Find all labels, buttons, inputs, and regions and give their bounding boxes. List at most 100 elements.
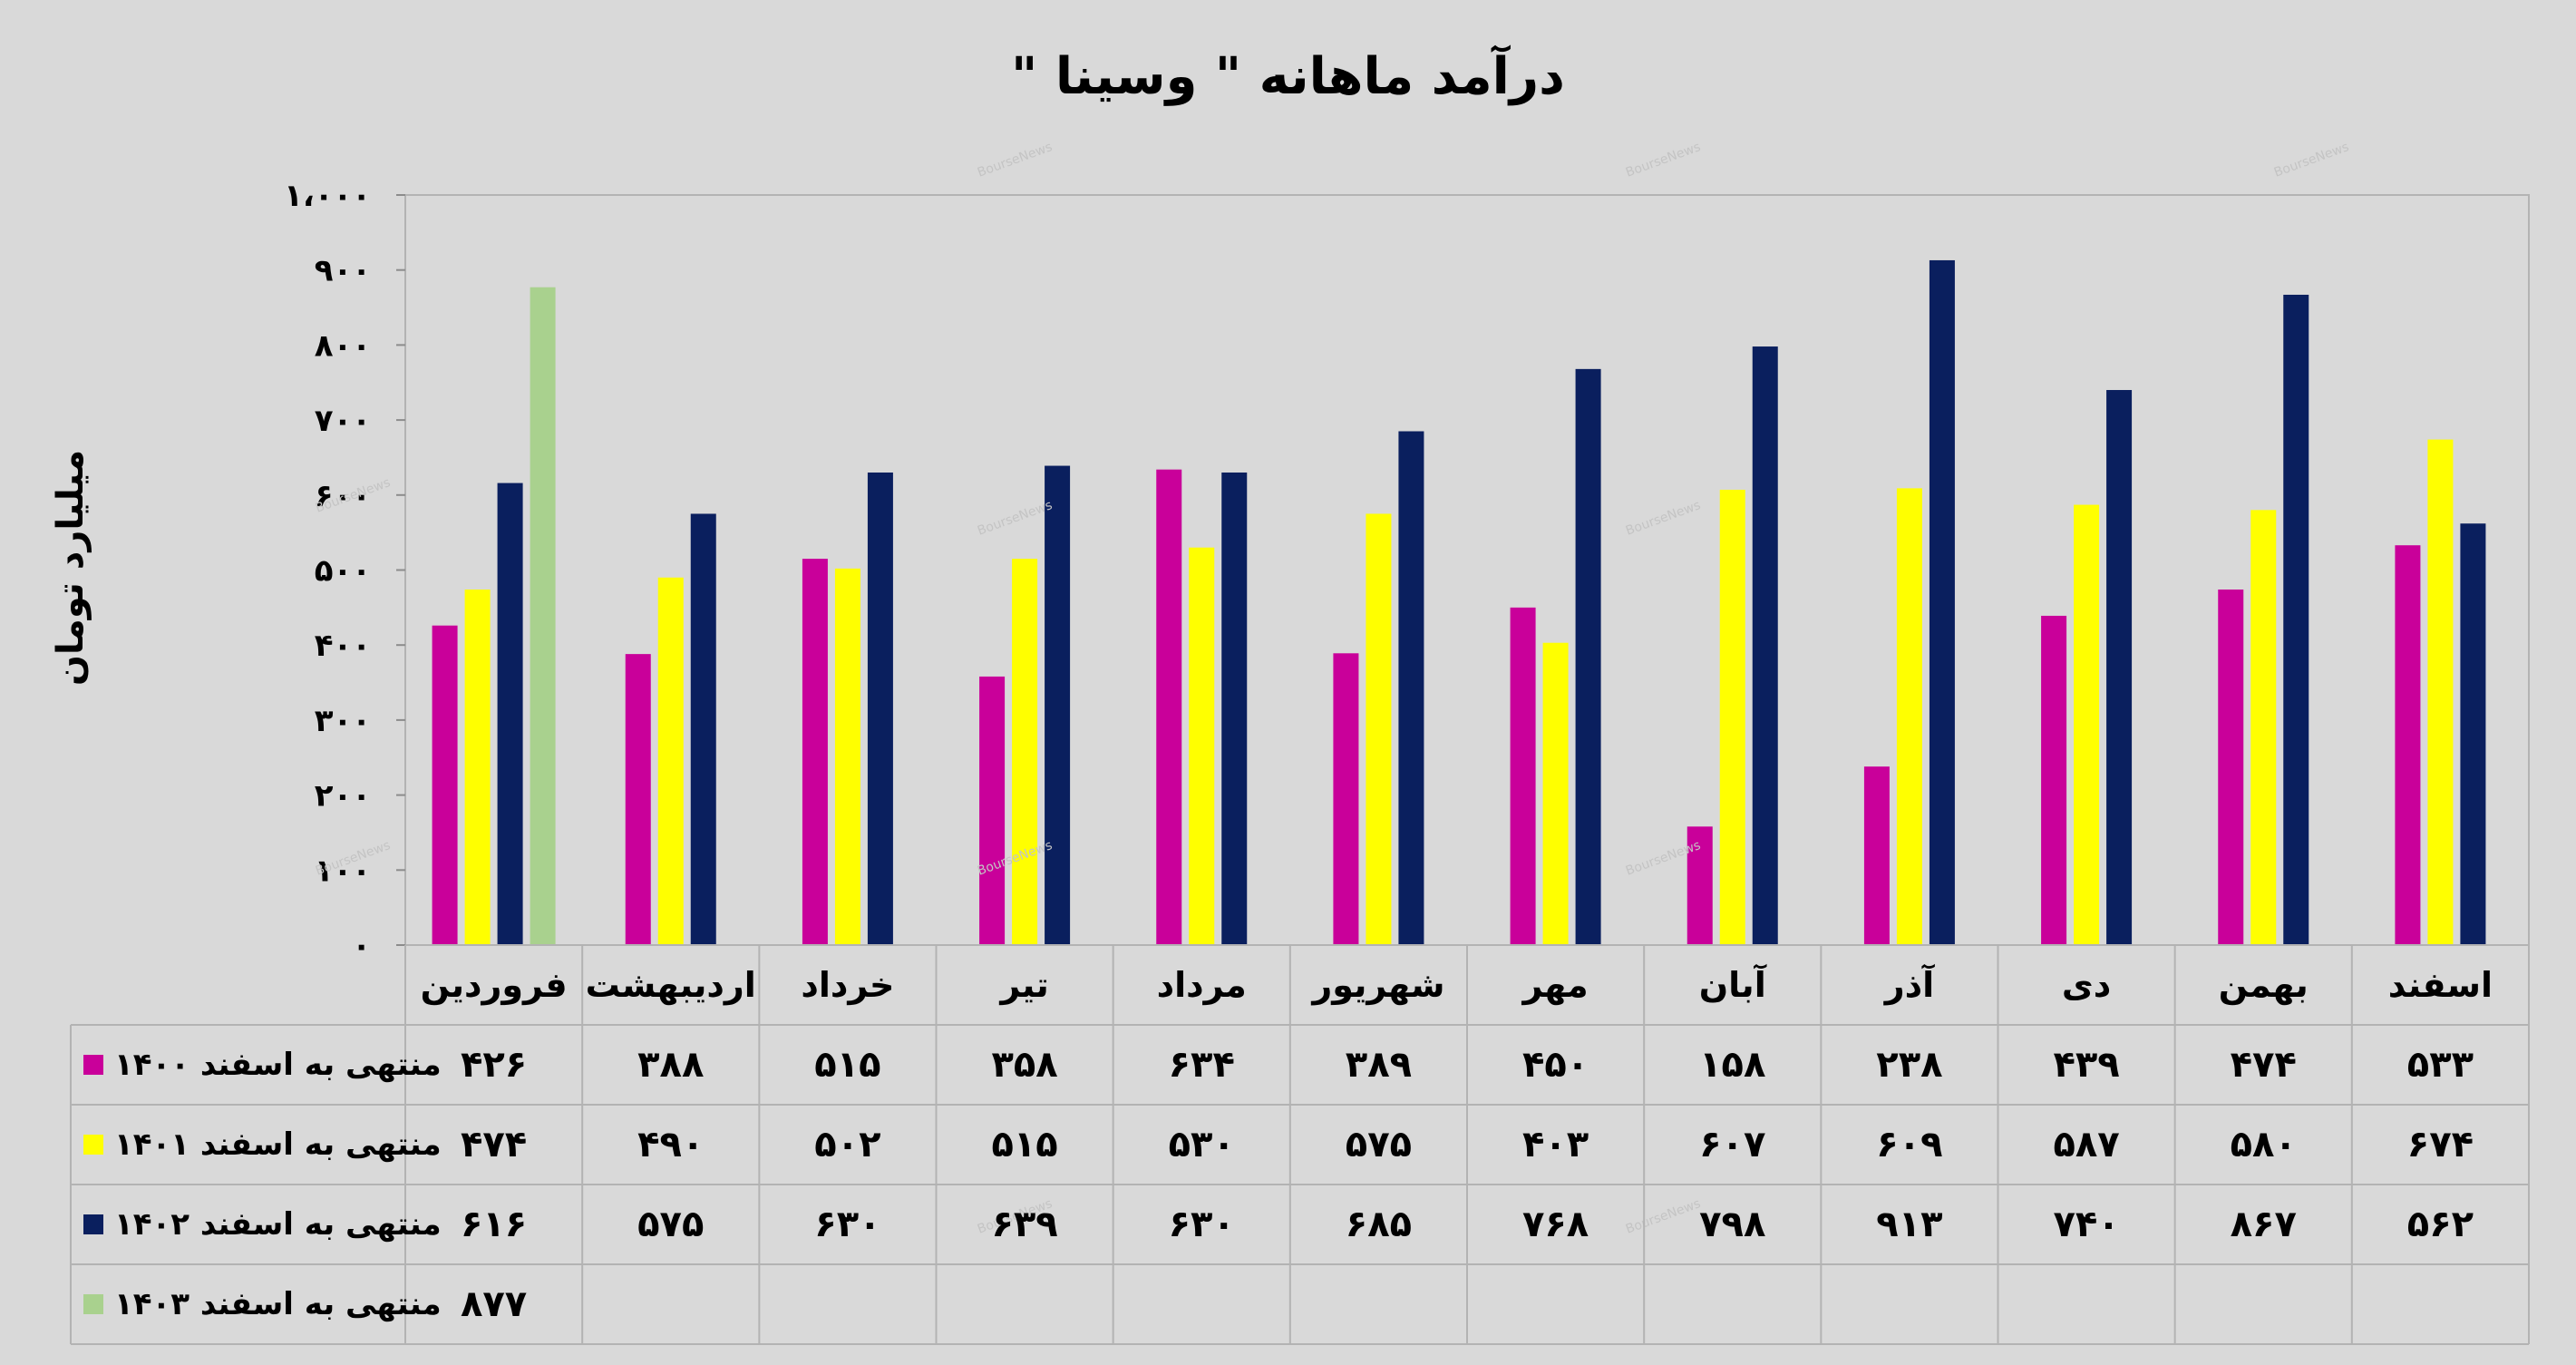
data-label: ۶۳۴ (1168, 1044, 1235, 1086)
watermark: BourseNews (1624, 498, 1703, 539)
legend-entry-3: منتهی به اسفند ۱۴۰۲ (83, 1185, 442, 1264)
bar-series-3-10 (2106, 390, 2133, 945)
data-label: ۶۸۵ (1345, 1204, 1413, 1245)
y-tick-label: ۹۰۰ (315, 253, 371, 289)
bar-series-1-11 (2218, 590, 2244, 945)
data-label: ۴۰۳ (1521, 1124, 1589, 1165)
bar-series-1-1 (432, 625, 458, 945)
bar-series-3-4 (1045, 465, 1071, 945)
data-label: ۷۶۸ (1521, 1204, 1589, 1245)
bar-series-2-2 (657, 577, 684, 945)
bar-series-1-3 (802, 559, 828, 945)
category-label: اسفند (2387, 965, 2493, 1005)
bar-series-2-4 (1012, 559, 1038, 945)
y-tick-label: ۳۰۰ (315, 703, 371, 739)
y-tick-label: ۶۰۰ (315, 478, 371, 514)
bar-series-3-8 (1752, 346, 1778, 946)
data-label: ۵۷۵ (1345, 1124, 1413, 1165)
bar-series-1-4 (979, 676, 1006, 945)
legend-label: منتهی به اسفند ۱۴۰۰ (114, 1047, 442, 1083)
chart-title: درآمد ماهانه " وسینا " (1011, 47, 1565, 106)
category-label: دی (2061, 965, 2112, 1005)
y-tick-label: ۰ (352, 928, 371, 964)
data-label: ۵۳۳ (2406, 1044, 2474, 1086)
bar-series-2-8 (1719, 490, 1745, 945)
data-label: ۱۵۸ (1699, 1044, 1766, 1086)
bar-series-3-9 (1929, 259, 1955, 946)
bar-series-1-2 (625, 654, 651, 945)
y-tick-label: ۴۰۰ (315, 628, 371, 664)
data-label: ۴۲۶ (460, 1044, 528, 1086)
data-label: ۸۷۷ (460, 1283, 528, 1325)
bar-series-2-5 (1189, 547, 1215, 945)
data-label: ۲۳۸ (1876, 1044, 1943, 1086)
y-tick-label: ۸۰۰ (315, 327, 371, 364)
data-label: ۵۷۵ (637, 1204, 705, 1245)
legend-label: منتهی به اسفند ۱۴۰۱ (114, 1126, 442, 1163)
legend-entry-2: منتهی به اسفند ۱۴۰۱ (83, 1105, 442, 1185)
legend-swatch (83, 1214, 103, 1234)
bar-series-1-7 (1510, 607, 1536, 945)
bar-series-1-12 (2395, 545, 2421, 945)
bar-series-3-1 (497, 483, 523, 945)
category-label: بهمن (2218, 965, 2309, 1005)
category-label: خرداد (801, 965, 895, 1005)
data-label: ۴۹۰ (637, 1124, 705, 1165)
category-label: آبان (1698, 965, 1766, 1005)
legend-swatch (83, 1055, 103, 1075)
data-label: ۵۰۲ (814, 1124, 881, 1165)
bar-series-3-7 (1575, 368, 1601, 945)
bar-series-4-1 (530, 287, 556, 945)
bar-series-1-9 (1863, 766, 1890, 945)
data-label: ۷۹۸ (1699, 1204, 1766, 1245)
watermark: BourseNews (1624, 140, 1703, 180)
legend-entry-1: منتهی به اسفند ۱۴۰۰ (83, 1025, 442, 1105)
legend-label: منتهی به اسفند ۱۴۰۳ (114, 1286, 442, 1322)
data-label: ۷۴۰ (2053, 1204, 2120, 1245)
data-label: ۴۳۹ (2053, 1044, 2120, 1086)
data-label: ۵۸۰ (2230, 1124, 2297, 1165)
bar-series-3-6 (1398, 431, 1424, 945)
bar-series-1-6 (1333, 653, 1359, 945)
data-label: ۹۱۳ (1876, 1204, 1943, 1245)
data-label: ۳۸۸ (637, 1044, 705, 1086)
data-label: ۶۳۰ (814, 1204, 881, 1245)
legend-swatch (83, 1135, 103, 1155)
data-label: ۶۳۹ (991, 1204, 1058, 1245)
data-label: ۵۳۰ (1168, 1124, 1235, 1165)
bar-series-2-9 (1896, 488, 1922, 945)
y-tick-label: ۷۰۰ (315, 403, 371, 439)
watermark: BourseNews (976, 498, 1055, 539)
bar-series-3-12 (2460, 523, 2486, 945)
data-label: ۴۵۰ (1521, 1044, 1589, 1086)
data-label: ۶۷۴ (2406, 1124, 2474, 1165)
table-grid (70, 944, 2530, 1345)
legend-swatch (83, 1294, 103, 1314)
category-label: مرداد (1156, 965, 1247, 1005)
bar-series-2-11 (2250, 510, 2277, 945)
category-label: تیر (1000, 965, 1049, 1005)
bar-series-2-10 (2074, 504, 2100, 945)
data-label: ۵۸۷ (2053, 1124, 2120, 1165)
plot-area (404, 194, 2530, 946)
legend-label: منتهی به اسفند ۱۴۰۲ (114, 1206, 442, 1243)
bar-series-3-2 (690, 513, 716, 945)
data-label: ۶۰۷ (1699, 1124, 1766, 1165)
data-label: ۵۱۵ (991, 1124, 1058, 1165)
bar-series-3-3 (867, 472, 893, 945)
data-label: ۴۷۴ (2230, 1044, 2297, 1086)
data-label: ۸۶۷ (2230, 1204, 2297, 1245)
legend-entry-4: منتهی به اسفند ۱۴۰۳ (83, 1264, 442, 1344)
data-label: ۵۱۵ (814, 1044, 881, 1086)
data-label: ۶۳۰ (1168, 1204, 1235, 1245)
bar-series-2-6 (1366, 513, 1392, 945)
data-label: ۶۱۶ (460, 1204, 528, 1245)
category-label: شهریور (1312, 965, 1445, 1005)
data-label: ۴۷۴ (460, 1124, 528, 1165)
data-label: ۳۵۸ (991, 1044, 1058, 1086)
category-label: مهر (1522, 965, 1589, 1005)
y-tick-label: ۵۰۰ (315, 553, 371, 590)
bar-series-2-3 (834, 568, 860, 945)
category-label: آذر (1884, 965, 1935, 1005)
